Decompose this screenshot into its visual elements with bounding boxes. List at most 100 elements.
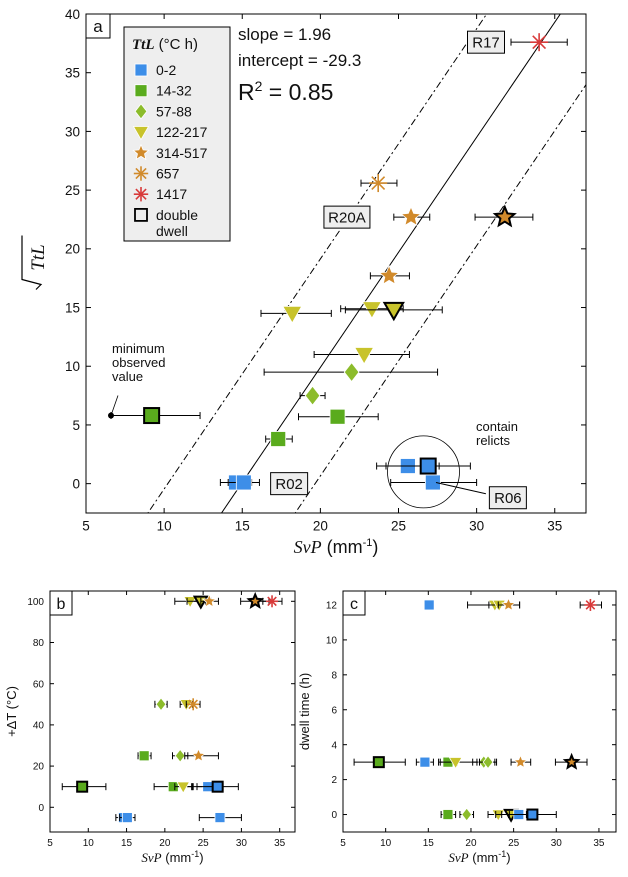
legend-entry-6: 657	[133, 166, 180, 182]
x-tick-label: 20	[465, 838, 477, 849]
y-tick-label: 35	[65, 66, 80, 81]
marker-star	[562, 752, 581, 770]
marker-square	[138, 750, 150, 762]
marker-star	[492, 204, 517, 228]
y-tick-label: 10	[65, 359, 80, 374]
y-axis-label-text: +ΔT (°C)	[4, 686, 19, 737]
data-point-15	[369, 264, 410, 285]
legend-label: 1417	[156, 186, 187, 202]
marker-square	[423, 599, 435, 611]
point-label-r20a: R20A	[323, 205, 371, 229]
data-point-6	[353, 756, 406, 769]
legend-label-2: dwell	[156, 223, 188, 239]
x-tick-label: 25	[391, 519, 406, 534]
marker-triangle	[282, 305, 303, 324]
marker-square	[235, 474, 252, 491]
lower-bound-line	[294, 83, 586, 513]
axes-frame	[342, 590, 617, 833]
data-point-18	[360, 174, 398, 193]
y-tick-label: 100	[27, 597, 44, 608]
y-tick-label: 8	[331, 670, 337, 681]
minimum-observed-text: observed	[112, 355, 165, 370]
axes-frame	[49, 590, 296, 833]
data-point-17	[200, 593, 219, 608]
legend-entry-4: 122-217	[132, 124, 208, 141]
x-tick-label: 5	[47, 838, 53, 849]
label-text: R06	[494, 490, 522, 507]
y-tick-label: 4	[331, 740, 337, 751]
label-text: R02	[275, 476, 303, 493]
relict-circle	[387, 435, 460, 509]
y-tick-label: 15	[65, 300, 80, 315]
y-axis-label: dwell time (h)	[297, 673, 312, 750]
data-point-17	[474, 204, 534, 228]
point-label-r02: R02	[270, 472, 309, 496]
legend-entry-7: 1417	[133, 186, 187, 202]
legend-title: TtL (°C h)	[132, 36, 198, 53]
asterisk-stroke	[267, 596, 277, 607]
y-axis-label-text: TtL	[28, 244, 49, 270]
marker-square	[214, 812, 226, 823]
y-tick-label: 60	[33, 679, 45, 690]
x-tick-label: 35	[547, 519, 562, 534]
legend-entry-2: 14-32	[134, 83, 192, 99]
x-tick-label: 25	[508, 838, 520, 849]
panel-a: R17 R20A R02 R06 5 10 15 20 25 30 35 0 5 10 15 20 25 30 35…	[21, 7, 587, 557]
data-point-15	[459, 807, 475, 822]
y-axis-label-text: dwell time (h)	[297, 673, 312, 750]
data-point-19	[510, 33, 568, 52]
label-box	[467, 30, 505, 54]
y-tick-label: 25	[65, 183, 80, 198]
data-point-2	[119, 812, 136, 823]
data-point-9	[137, 750, 152, 762]
legend-marker-square	[134, 84, 148, 98]
data-point-10	[263, 362, 439, 383]
marker-square	[424, 474, 441, 491]
marker-star	[501, 597, 516, 612]
r06-pointer	[435, 481, 486, 495]
data-point-6	[61, 780, 107, 793]
point-label-r17: R17	[467, 30, 505, 54]
marker-triangle	[491, 809, 506, 822]
fit-slope: slope = 1.96	[238, 25, 331, 44]
plot-area	[353, 597, 602, 823]
data-point-3	[198, 812, 242, 823]
marker-triangle	[448, 757, 463, 770]
marker-square	[419, 756, 431, 768]
data-point-14	[185, 698, 201, 711]
data-point-19	[508, 808, 557, 821]
panel-letter-box	[85, 13, 111, 39]
legend-label: double	[156, 207, 198, 223]
x-tick-label: 30	[236, 838, 248, 849]
marker-square	[372, 756, 385, 769]
point-label-r06: R06	[488, 486, 527, 510]
asterisk-stroke	[188, 699, 198, 710]
contain-relicts-text: relicts	[476, 433, 510, 448]
data-point-12	[260, 305, 332, 324]
legend-marker-square-outline	[134, 207, 148, 222]
marker-diamond	[155, 697, 167, 712]
panel-c: 5 10 15 20 25 30 35 0 2 4 6 8 10 12 c SvP (mm-1) dwell t…	[297, 590, 617, 865]
x-tick-label: 30	[469, 519, 484, 534]
y-tick-label: 40	[65, 7, 80, 22]
x-tick-label: 25	[198, 838, 210, 849]
data-point-12	[510, 754, 532, 769]
x-tick-label: 15	[121, 838, 133, 849]
legend-label: 57-88	[156, 103, 192, 119]
data-point-4	[390, 474, 478, 491]
legend: TtL (°C h) 0-2 14-32 57-88 122-217 314-517 657…	[123, 26, 231, 242]
y-tick-label: 6	[331, 705, 337, 716]
marker-triangle	[382, 301, 405, 322]
legend-marker-star	[132, 143, 150, 161]
legend-marker-triangle	[132, 126, 150, 141]
marker-square	[211, 780, 224, 793]
y-tick-label: 2	[331, 775, 337, 786]
data-point-14	[344, 301, 443, 322]
y-tick-label: 30	[65, 124, 80, 139]
x-tick-label: 15	[235, 519, 250, 534]
x-tick-label: 35	[593, 838, 605, 849]
data-point-7	[415, 756, 434, 768]
y-tick-label: 5	[72, 418, 80, 433]
marker-star	[378, 264, 400, 285]
